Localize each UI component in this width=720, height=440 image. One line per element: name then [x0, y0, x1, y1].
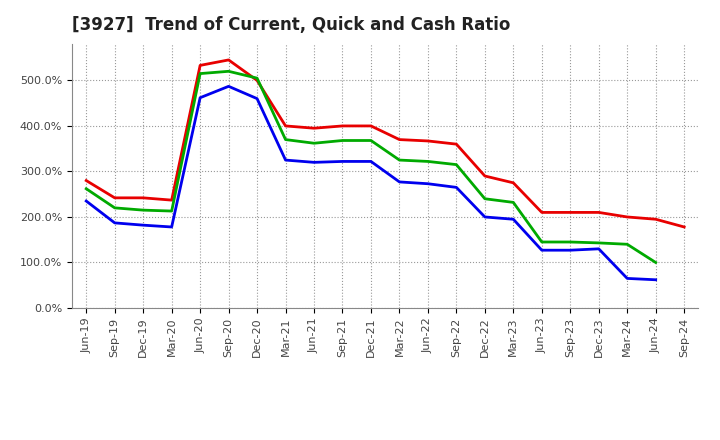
- Quick Ratio: [566, 239, 575, 245]
- Quick Ratio: [338, 138, 347, 143]
- Quick Ratio: [423, 159, 432, 164]
- Cash Ratio: [167, 224, 176, 230]
- Current Ratio: [480, 173, 489, 179]
- Current Ratio: [225, 57, 233, 62]
- Current Ratio: [537, 210, 546, 215]
- Line: Current Ratio: Current Ratio: [86, 60, 684, 227]
- Current Ratio: [509, 180, 518, 186]
- Current Ratio: [652, 216, 660, 222]
- Quick Ratio: [652, 260, 660, 265]
- Quick Ratio: [82, 186, 91, 191]
- Current Ratio: [338, 123, 347, 128]
- Quick Ratio: [225, 69, 233, 74]
- Line: Cash Ratio: Cash Ratio: [86, 86, 656, 280]
- Current Ratio: [167, 198, 176, 203]
- Cash Ratio: [366, 159, 375, 164]
- Cash Ratio: [196, 95, 204, 100]
- Quick Ratio: [595, 240, 603, 246]
- Quick Ratio: [366, 138, 375, 143]
- Cash Ratio: [480, 214, 489, 220]
- Quick Ratio: [509, 200, 518, 205]
- Current Ratio: [139, 195, 148, 201]
- Cash Ratio: [338, 159, 347, 164]
- Quick Ratio: [253, 76, 261, 81]
- Cash Ratio: [139, 223, 148, 228]
- Cash Ratio: [82, 198, 91, 204]
- Cash Ratio: [395, 179, 404, 184]
- Quick Ratio: [537, 239, 546, 245]
- Cash Ratio: [253, 96, 261, 101]
- Current Ratio: [196, 63, 204, 68]
- Cash Ratio: [537, 248, 546, 253]
- Cash Ratio: [509, 216, 518, 222]
- Quick Ratio: [282, 137, 290, 142]
- Current Ratio: [310, 125, 318, 131]
- Quick Ratio: [480, 196, 489, 202]
- Quick Ratio: [310, 141, 318, 146]
- Quick Ratio: [395, 158, 404, 163]
- Cash Ratio: [423, 181, 432, 187]
- Cash Ratio: [452, 185, 461, 190]
- Current Ratio: [566, 210, 575, 215]
- Current Ratio: [595, 210, 603, 215]
- Quick Ratio: [196, 71, 204, 76]
- Cash Ratio: [595, 246, 603, 252]
- Quick Ratio: [623, 242, 631, 247]
- Current Ratio: [423, 138, 432, 143]
- Current Ratio: [282, 123, 290, 128]
- Line: Quick Ratio: Quick Ratio: [86, 71, 656, 263]
- Current Ratio: [395, 137, 404, 142]
- Current Ratio: [680, 224, 688, 230]
- Text: [3927]  Trend of Current, Quick and Cash Ratio: [3927] Trend of Current, Quick and Cash …: [72, 16, 510, 34]
- Quick Ratio: [139, 208, 148, 213]
- Cash Ratio: [282, 158, 290, 163]
- Current Ratio: [623, 214, 631, 220]
- Current Ratio: [110, 195, 119, 201]
- Cash Ratio: [623, 276, 631, 281]
- Quick Ratio: [110, 205, 119, 210]
- Cash Ratio: [110, 220, 119, 226]
- Quick Ratio: [452, 162, 461, 167]
- Quick Ratio: [167, 209, 176, 214]
- Cash Ratio: [310, 160, 318, 165]
- Current Ratio: [452, 142, 461, 147]
- Cash Ratio: [225, 84, 233, 89]
- Cash Ratio: [566, 248, 575, 253]
- Cash Ratio: [652, 277, 660, 282]
- Current Ratio: [253, 78, 261, 83]
- Current Ratio: [366, 123, 375, 128]
- Current Ratio: [82, 178, 91, 183]
